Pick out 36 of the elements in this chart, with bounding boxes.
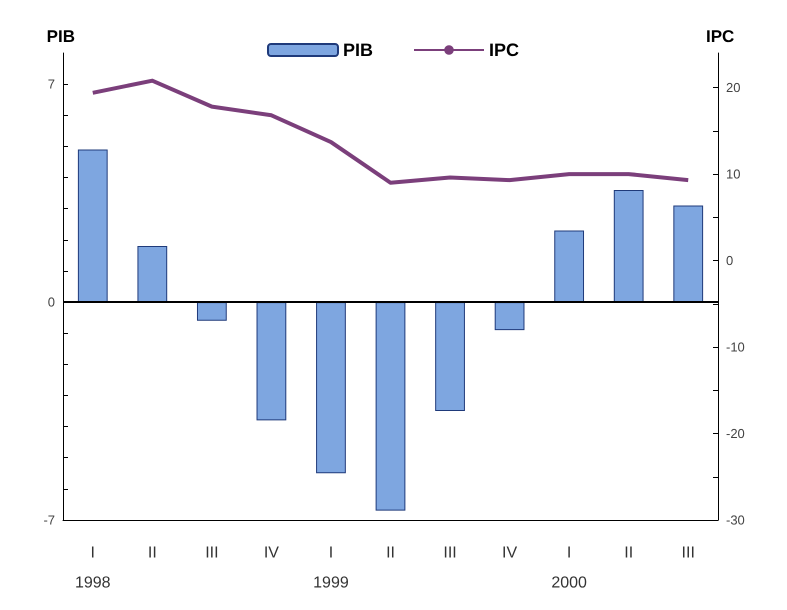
legend-label: PIB	[342, 40, 374, 60]
x-tick-label: IV	[502, 544, 518, 562]
x-tick-label: II	[148, 544, 157, 562]
y-tick-label: 7	[48, 76, 55, 92]
x-tick-label: III	[443, 544, 457, 562]
x-tick-label: I 1998	[74, 544, 111, 592]
x-tick-label: I 2000	[551, 544, 588, 592]
y-tick-label: 0	[48, 294, 55, 310]
y2-tick-label: -30	[726, 512, 745, 528]
bar	[614, 190, 644, 302]
y2-tick-label: -20	[726, 426, 745, 442]
y2-tick-label: 20	[726, 80, 740, 96]
y2-axis-title: IPC	[706, 27, 734, 46]
x-tick-label: II	[624, 544, 634, 562]
bar	[196, 302, 227, 321]
y2-tick-label: 0	[726, 253, 734, 268]
x-tick-label: IV	[264, 544, 280, 562]
y-axis-title: PIB	[46, 27, 75, 46]
bar	[78, 150, 108, 302]
bar	[316, 302, 346, 474]
y-tick-label: -7	[43, 512, 55, 528]
bar	[673, 206, 704, 302]
x-tick-label: III	[205, 544, 219, 562]
bar	[435, 302, 465, 412]
bar	[494, 302, 524, 330]
y2-tick-label: -10	[726, 340, 745, 355]
bar	[376, 302, 406, 511]
y2-tick-label: 10	[726, 166, 740, 182]
bar	[256, 302, 286, 420]
x-tick-label: III	[682, 544, 695, 562]
legend-label: IPC	[489, 40, 520, 60]
x-tick-label: II	[386, 544, 395, 562]
bar	[554, 230, 584, 302]
x-tick-label: I 1999	[313, 544, 349, 592]
bar	[137, 246, 168, 302]
line-series	[90, 78, 690, 185]
